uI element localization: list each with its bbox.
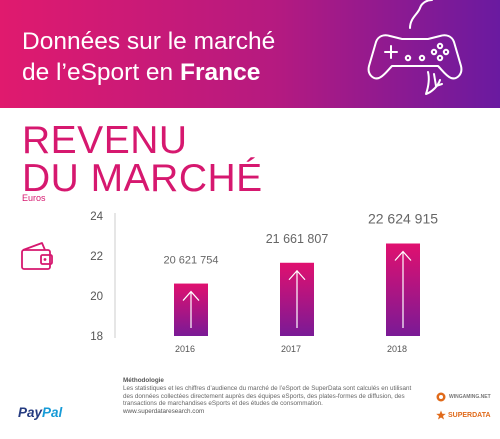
page-title: Données sur le marché de l’eSport en Fra… (22, 26, 342, 88)
y-unit-label: Euros (22, 193, 46, 203)
title-line-2: de l’eSport en France (22, 57, 342, 88)
y-tick-label: 18 (90, 331, 103, 343)
y-tick-label: 20 (90, 291, 103, 303)
star-icon (436, 410, 446, 420)
header-banner: Données sur le marché de l’eSport en Fra… (0, 0, 500, 108)
source-link[interactable]: www.superdataresearch.com (123, 408, 205, 416)
title-country: France (180, 59, 261, 86)
arrow-up-icon (394, 250, 412, 328)
paypal-logo-pal: Pal (42, 405, 63, 420)
data-label: 20 621 754 (163, 255, 218, 267)
arrow-up-icon (288, 269, 306, 328)
title-line-1: Données sur le marché (22, 28, 276, 55)
wingaming-logo: WINGAMING.NET (436, 392, 491, 402)
wingaming-logo-icon (436, 392, 446, 402)
data-label: 22 624 915 (368, 211, 438, 227)
title-line-2-prefix: de l’eSport en (22, 59, 180, 86)
methodology-text: Les statistiques et les chiffres d’audie… (123, 384, 412, 408)
section-title-line-2: DU MARCHÉ (22, 157, 263, 200)
y-tick-label: 24 (90, 211, 103, 223)
x-tick-label: 2018 (387, 344, 407, 354)
superdata-logo-text: SUPERDATA (448, 411, 491, 419)
x-tick-label: 2017 (281, 344, 301, 354)
wallet-icon (21, 242, 53, 270)
paypal-logo-pay: Pay (18, 405, 43, 420)
arrow-up-icon (182, 290, 200, 328)
superdata-logo: SUPERDATA (436, 410, 491, 420)
data-label: 21 661 807 (266, 232, 329, 246)
section-title-line-1: REVENU (22, 119, 188, 162)
wingaming-logo-text: WINGAMING.NET (449, 394, 491, 400)
gamepad-icon (367, 0, 463, 95)
section-title: REVENU DU MARCHÉ (22, 119, 263, 200)
paypal-logo: PayPal (18, 405, 62, 420)
y-tick-label: 22 (90, 251, 103, 263)
x-tick-label: 2016 (175, 344, 195, 354)
methodology-note: Méthodologie Les statistiques et les chi… (123, 377, 423, 416)
methodology-title: Méthodologie (123, 377, 164, 384)
